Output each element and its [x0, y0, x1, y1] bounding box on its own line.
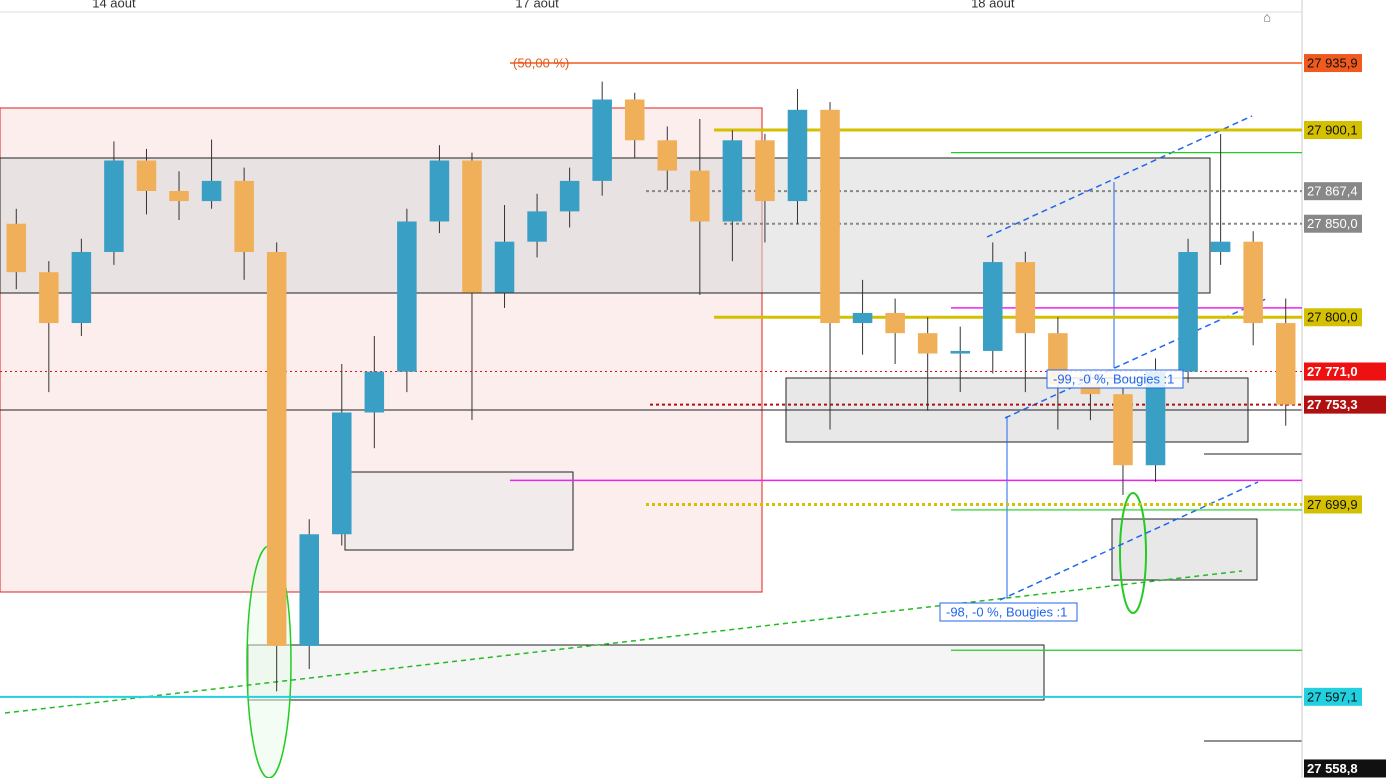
trend-line	[999, 481, 1259, 601]
candle-body	[136, 160, 157, 191]
price-label-bg	[1304, 121, 1362, 140]
labels: (50,00 %) -99, -0 %, Bougies :1 -98, -0 …	[92, 0, 1386, 778]
candle-body	[1015, 262, 1036, 334]
price-label-bg	[1304, 395, 1386, 414]
candle-body	[917, 333, 938, 354]
trend-line	[986, 115, 1253, 238]
candle-body	[1113, 394, 1133, 466]
zone	[344, 471, 574, 551]
candle-body	[462, 160, 482, 293]
annotation: -98, -0 %, Bougies :1	[946, 604, 1067, 619]
candle-body	[1178, 251, 1198, 372]
annotation-box	[1046, 369, 1184, 389]
ellipse	[1119, 492, 1147, 614]
trend-line	[4, 570, 1243, 714]
price-label: 27 850,0	[1307, 216, 1358, 231]
candle-body	[624, 99, 645, 141]
candle-body	[104, 160, 124, 252]
price-label-bg	[1304, 362, 1386, 381]
candle-body	[71, 251, 92, 324]
candle-body	[1080, 384, 1101, 395]
candle-body	[885, 312, 905, 334]
annotation: -99, -0 %, Bougies :1	[1053, 371, 1174, 386]
candle-body	[1145, 371, 1166, 466]
price-label: 27 558,8	[1307, 761, 1358, 776]
candle-body	[266, 251, 287, 646]
candle-body	[1275, 323, 1296, 405]
candle-body	[950, 350, 970, 354]
zone	[247, 644, 1045, 701]
candle-body	[201, 180, 222, 202]
annotation: (50,00 %)	[513, 55, 569, 70]
candle-body	[657, 140, 678, 171]
price-label: 27 867,4	[1307, 184, 1358, 199]
price-label: 27 597,1	[1307, 689, 1358, 704]
candle-body	[755, 140, 775, 202]
candle-body	[690, 170, 710, 222]
candle-body	[332, 412, 352, 535]
annotation-box	[939, 602, 1078, 622]
candle-body	[299, 534, 319, 646]
x-tick-label: 14 août	[92, 0, 136, 10]
candle-body	[6, 223, 27, 273]
price-label-bg	[1304, 687, 1362, 706]
candle-body	[39, 272, 59, 324]
price-label: 27 935,9	[1307, 55, 1358, 70]
drawings: ⌂	[0, 0, 1303, 778]
price-label: 27 771,0	[1307, 364, 1358, 379]
candle-body	[722, 140, 743, 222]
candle-body	[787, 109, 808, 202]
price-label: 27 753,3	[1307, 397, 1358, 412]
candle-body	[852, 312, 873, 324]
price-label-bg	[1304, 308, 1362, 327]
price-label-bg	[1304, 182, 1362, 201]
candle-body	[234, 180, 254, 252]
candle-body	[983, 262, 1003, 351]
home-icon[interactable]: ⌂	[1263, 9, 1271, 24]
price-label-bg	[1304, 54, 1362, 73]
candle-body	[397, 221, 417, 372]
price-label-bg	[1304, 214, 1362, 233]
price-label: 27 699,9	[1307, 497, 1358, 512]
candle-body	[364, 371, 385, 413]
candle-body	[1243, 241, 1263, 324]
candle-body	[820, 109, 840, 324]
price-label: 27 900,1	[1307, 122, 1358, 137]
x-tick-label: 17 août	[515, 0, 559, 10]
price-label-bg	[1304, 759, 1386, 778]
candle-body	[527, 211, 547, 242]
price-label-bg	[1304, 495, 1362, 514]
candle-body	[494, 241, 515, 293]
candle-body	[592, 99, 612, 181]
candle-body	[559, 180, 580, 212]
x-tick-label: 18 août	[971, 0, 1015, 10]
candle-body	[1210, 241, 1231, 252]
price-label: 27 800,0	[1307, 310, 1358, 325]
candle-body	[169, 190, 189, 202]
candles	[6, 81, 1296, 692]
candle-body	[429, 160, 450, 222]
zone	[1111, 518, 1258, 581]
